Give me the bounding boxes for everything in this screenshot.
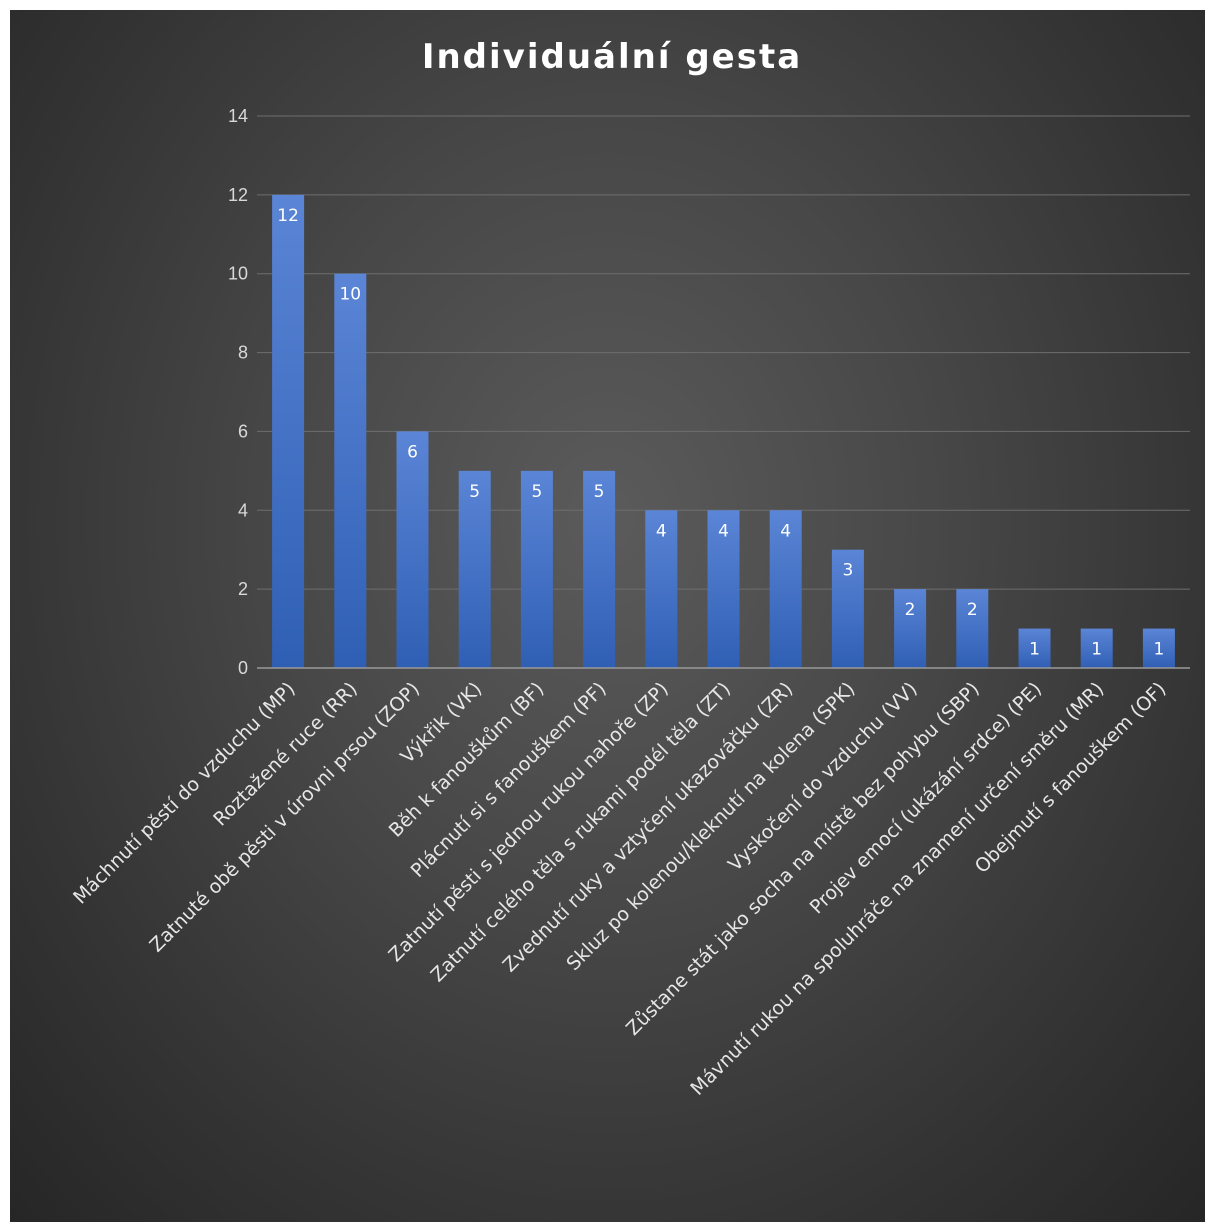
data-label: 4 — [718, 521, 729, 541]
bar — [396, 431, 429, 668]
data-label: 10 — [339, 285, 361, 305]
bar — [520, 470, 553, 668]
y-tick-label: 14 — [228, 106, 248, 126]
y-tick-label: 8 — [238, 343, 248, 363]
bar — [272, 194, 305, 668]
data-label: 12 — [277, 206, 299, 226]
x-category-label: Zatnuté obě pěsti v úrovni prsou (ZOP) — [146, 678, 425, 957]
y-tick-label: 6 — [238, 421, 248, 441]
data-label: 4 — [656, 521, 667, 541]
data-label: 1 — [1153, 640, 1164, 660]
bar — [1142, 628, 1175, 668]
y-tick-label: 0 — [238, 658, 248, 678]
bar — [1080, 628, 1113, 668]
data-label: 6 — [407, 442, 418, 462]
bar — [707, 510, 740, 668]
chart-title: Individuální gesta — [422, 37, 802, 77]
x-category-label: Mávnutí rukou na spoluhráče na znamení u… — [686, 678, 1108, 1100]
data-labels: 12 10 6 5 5 5 4 4 4 3 2 2 1 1 1 — [277, 206, 1164, 660]
y-axis-ticks: 0 2 4 6 8 10 12 14 — [228, 106, 248, 678]
data-label: 4 — [780, 521, 791, 541]
y-tick-label: 12 — [228, 185, 248, 205]
data-label: 1 — [1091, 640, 1102, 660]
bar — [894, 589, 927, 668]
bar — [956, 589, 989, 668]
bar — [769, 510, 802, 668]
x-category-label: Zvednutí ruky a vztyčení ukazováčku (ZR) — [499, 678, 798, 977]
data-label: 5 — [594, 482, 605, 502]
y-tick-label: 4 — [238, 500, 248, 520]
data-label: 5 — [469, 482, 480, 502]
x-category-label: Máchnutí pěstí do vzduchu (MP) — [69, 678, 300, 909]
bar — [831, 549, 864, 668]
data-label: 3 — [842, 561, 853, 581]
bar — [334, 273, 367, 668]
x-category-label: Skluz po kolenou/kleknutí na kolena (SPK… — [562, 678, 859, 975]
bar — [1018, 628, 1051, 668]
bars — [272, 194, 1175, 668]
data-label: 2 — [967, 600, 978, 620]
bar — [458, 470, 491, 668]
bar — [645, 510, 678, 668]
data-label: 5 — [531, 482, 542, 502]
chart-area: Individuální gesta 0 2 4 6 8 10 12 14 12 10 6 5 5 5 4… — [10, 10, 1205, 1222]
y-tick-label: 2 — [238, 579, 248, 599]
bar — [583, 470, 616, 668]
data-label: 2 — [905, 600, 916, 620]
x-axis-labels: Máchnutí pěstí do vzduchu (MP)Roztažené … — [69, 678, 1170, 1100]
y-tick-label: 10 — [228, 264, 248, 284]
data-label: 1 — [1029, 640, 1040, 660]
x-category-label: Projev emocí (ukázání srdce) (PE) — [806, 678, 1046, 918]
